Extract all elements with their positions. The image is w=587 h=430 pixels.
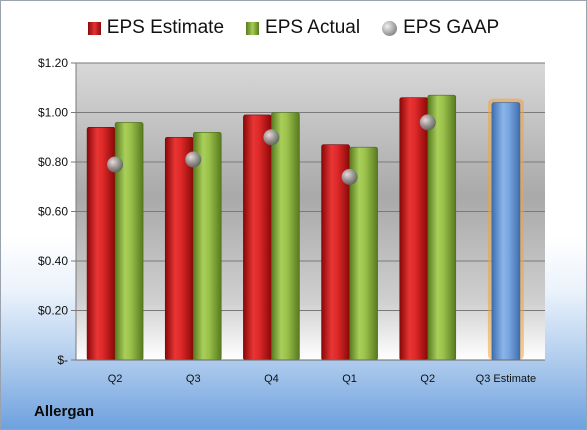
point-eps-gaap	[419, 114, 436, 131]
legend-label-estimate: EPS Estimate	[106, 17, 225, 38]
point-eps-gaap	[341, 168, 358, 185]
point-eps-gaap	[185, 151, 202, 168]
x-tick-label: Q3 Estimate	[476, 373, 537, 385]
y-tick-label: $-	[57, 353, 68, 367]
y-tick-label: $1.00	[38, 106, 68, 120]
bar-q3-estimate	[491, 102, 521, 361]
legend-swatch-estimate	[87, 21, 101, 35]
legend-label-gaap: EPS GAAP	[403, 17, 500, 38]
legend-item-estimate: EPS Estimate	[87, 17, 225, 39]
legend-item-actual: EPS Actual	[246, 17, 360, 39]
x-tick-label: Q2	[108, 373, 123, 385]
bar-eps-estimate	[243, 114, 272, 361]
y-tick-label: $0.40	[38, 254, 68, 268]
bar-eps-estimate	[399, 97, 429, 361]
legend-item-gaap: EPS GAAP	[382, 17, 499, 39]
bar-eps-actual	[192, 132, 222, 361]
y-tick-label: $0.80	[38, 155, 68, 169]
bar-eps-actual	[271, 112, 300, 361]
legend-label-actual: EPS Actual	[265, 17, 361, 38]
bar-eps-estimate	[164, 136, 194, 361]
x-tick-label: Q2	[420, 373, 435, 385]
legend: EPS Estimate EPS Actual EPS GAAP	[1, 17, 586, 39]
x-tick-label: Q1	[342, 373, 357, 385]
legend-swatch-actual	[246, 21, 260, 35]
legend-swatch-gaap	[382, 20, 398, 36]
point-eps-gaap	[107, 156, 124, 173]
y-tick-label: $1.20	[38, 56, 68, 70]
y-tick-label: $0.60	[38, 205, 68, 219]
bar-eps-actual	[427, 94, 457, 361]
x-tick-label: Q4	[264, 373, 279, 385]
y-tick-label: $0.20	[38, 304, 68, 318]
point-eps-gaap	[263, 129, 280, 146]
company-name: Allergan	[34, 403, 95, 420]
x-tick-label: Q3	[186, 373, 201, 385]
